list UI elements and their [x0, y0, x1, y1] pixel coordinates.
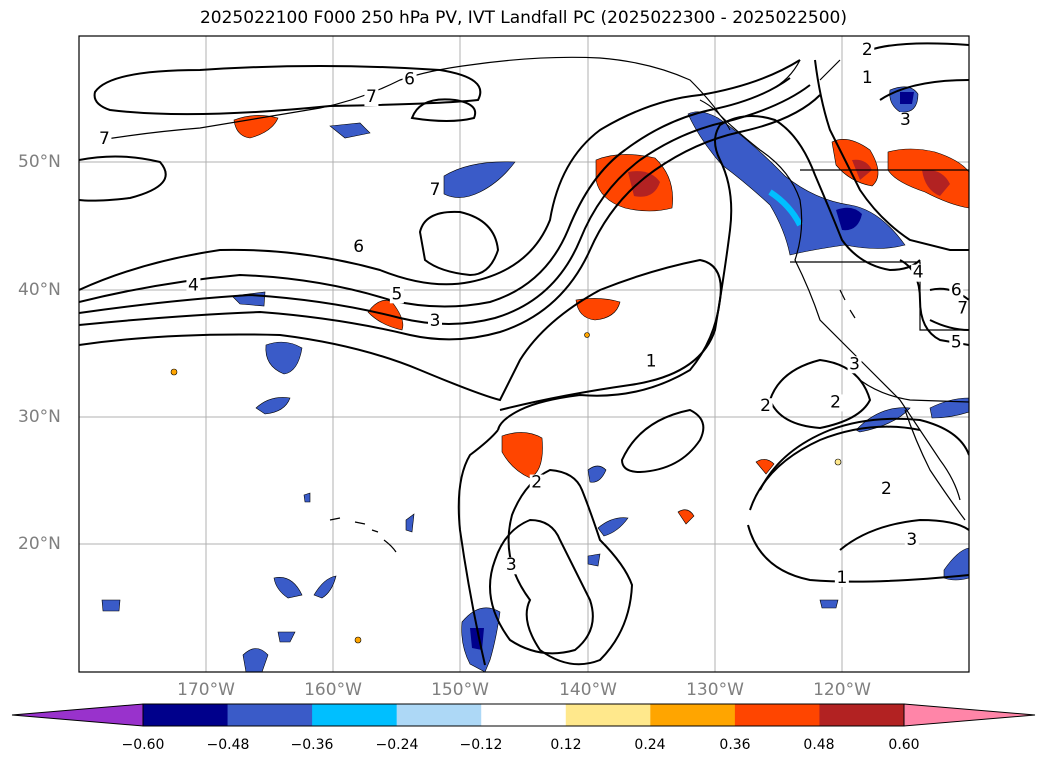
contour-label: 3	[900, 110, 911, 130]
contour-label-bg	[428, 313, 442, 331]
contour-label-bg	[860, 42, 875, 60]
colorbar-tick: 0.60	[888, 737, 920, 753]
lon-label-120w: 120°W	[813, 680, 871, 700]
contour-label-bg	[834, 569, 849, 587]
contour-label-bg	[402, 71, 417, 89]
colorbar-tick: −0.48	[206, 737, 250, 753]
ivt-contours	[79, 42, 969, 666]
colorbar-tick: 0.36	[719, 737, 751, 753]
contour-label-bg	[911, 264, 926, 282]
contour-label-bg	[644, 353, 659, 371]
colorbar-tick: −0.12	[459, 737, 503, 753]
contour-label: 2	[830, 392, 841, 412]
colorbar-frame	[142, 703, 905, 727]
contour-label: 5	[391, 284, 402, 304]
contour-label: 1	[646, 352, 657, 372]
lat-label-30n: 30°N	[18, 407, 61, 427]
contour-label-bg	[529, 474, 544, 492]
contour-label: 3	[506, 555, 517, 575]
colorbar-segments	[11, 703, 1036, 727]
colorbar-segment	[396, 704, 482, 726]
contour-label-bg	[428, 182, 442, 199]
contour-label: 2	[760, 396, 771, 416]
contour-label-bg	[364, 89, 379, 107]
contour-label: 3	[906, 530, 917, 550]
contour-label: 7	[99, 129, 110, 149]
map-title: 2025022100 F000 250 hPa PV, IVT Landfall…	[199, 8, 847, 28]
contour-label: 6	[951, 280, 962, 300]
contour-label: 1	[862, 68, 873, 88]
contour-label: 5	[951, 333, 962, 353]
contour-label-bg	[879, 480, 894, 498]
colorbar-tick: 0.24	[634, 737, 666, 753]
contour-label: 6	[404, 69, 415, 89]
contour-label: 3	[430, 311, 441, 331]
contour-label: 6	[353, 237, 364, 257]
colorbar-segment	[565, 704, 651, 726]
map-frame	[78, 35, 970, 673]
contour-label-bg	[955, 300, 969, 318]
contour-label-bg	[97, 131, 112, 149]
contour-label-bg	[904, 531, 919, 549]
colorbar-tick: −0.36	[290, 737, 334, 753]
colorbar-tick: −0.60	[121, 737, 165, 753]
colorbar-segment	[312, 704, 398, 726]
contour-label: 2	[531, 473, 542, 493]
contour-label-bg	[351, 239, 366, 257]
colorbar-segment	[734, 704, 820, 726]
coastlines	[99, 56, 969, 553]
colorbar-segment	[143, 704, 229, 726]
contour-label: 2	[881, 479, 892, 499]
colorbar-tick: 0.48	[803, 737, 835, 753]
colorbar-extend-min	[11, 703, 144, 727]
lat-label-40n: 40°N	[18, 280, 61, 300]
pv-positive-anomalies	[170, 115, 969, 644]
lat-label-20n: 20°N	[18, 534, 61, 554]
contour-label-bg	[949, 334, 964, 352]
contour-label-bg	[504, 557, 519, 575]
contour-label: 3	[849, 354, 860, 374]
contour-label-bg	[828, 394, 843, 412]
contour-label: 7	[957, 298, 968, 318]
contour-label-bg	[898, 112, 913, 130]
lon-label-140w: 140°W	[559, 680, 617, 700]
lon-label-130w: 130°W	[686, 680, 744, 700]
contour-label: 2	[862, 40, 873, 60]
lon-label-160w: 160°W	[304, 680, 362, 700]
contour-label: 7	[430, 180, 441, 200]
contour-label-bg	[860, 70, 875, 88]
lon-label-150w: 150°W	[431, 680, 489, 700]
colorbar-segment	[227, 704, 313, 726]
contour-label: 7	[366, 87, 377, 107]
contour-label: 4	[913, 263, 924, 283]
contour-label-bg	[758, 398, 773, 416]
colorbar-segment	[650, 704, 736, 726]
lat-label-50n: 50°N	[18, 152, 61, 172]
contour-label-bg	[389, 286, 404, 304]
colorbar-extend-max	[903, 703, 1036, 727]
colorbar	[11, 703, 1036, 727]
contour-label: 4	[188, 275, 199, 295]
contour-label-bg	[186, 277, 201, 295]
colorbar-tick: −0.24	[375, 737, 419, 753]
contour-label-bg	[949, 282, 964, 300]
contour-label: 1	[836, 568, 847, 588]
colorbar-tick: 0.12	[550, 737, 582, 753]
contour-label-bg	[847, 356, 862, 374]
colorbar-segment	[481, 704, 567, 726]
pv-negative-anomalies	[101, 86, 969, 672]
colorbar-segment	[819, 704, 905, 726]
lon-label-170w: 170°W	[177, 680, 235, 700]
